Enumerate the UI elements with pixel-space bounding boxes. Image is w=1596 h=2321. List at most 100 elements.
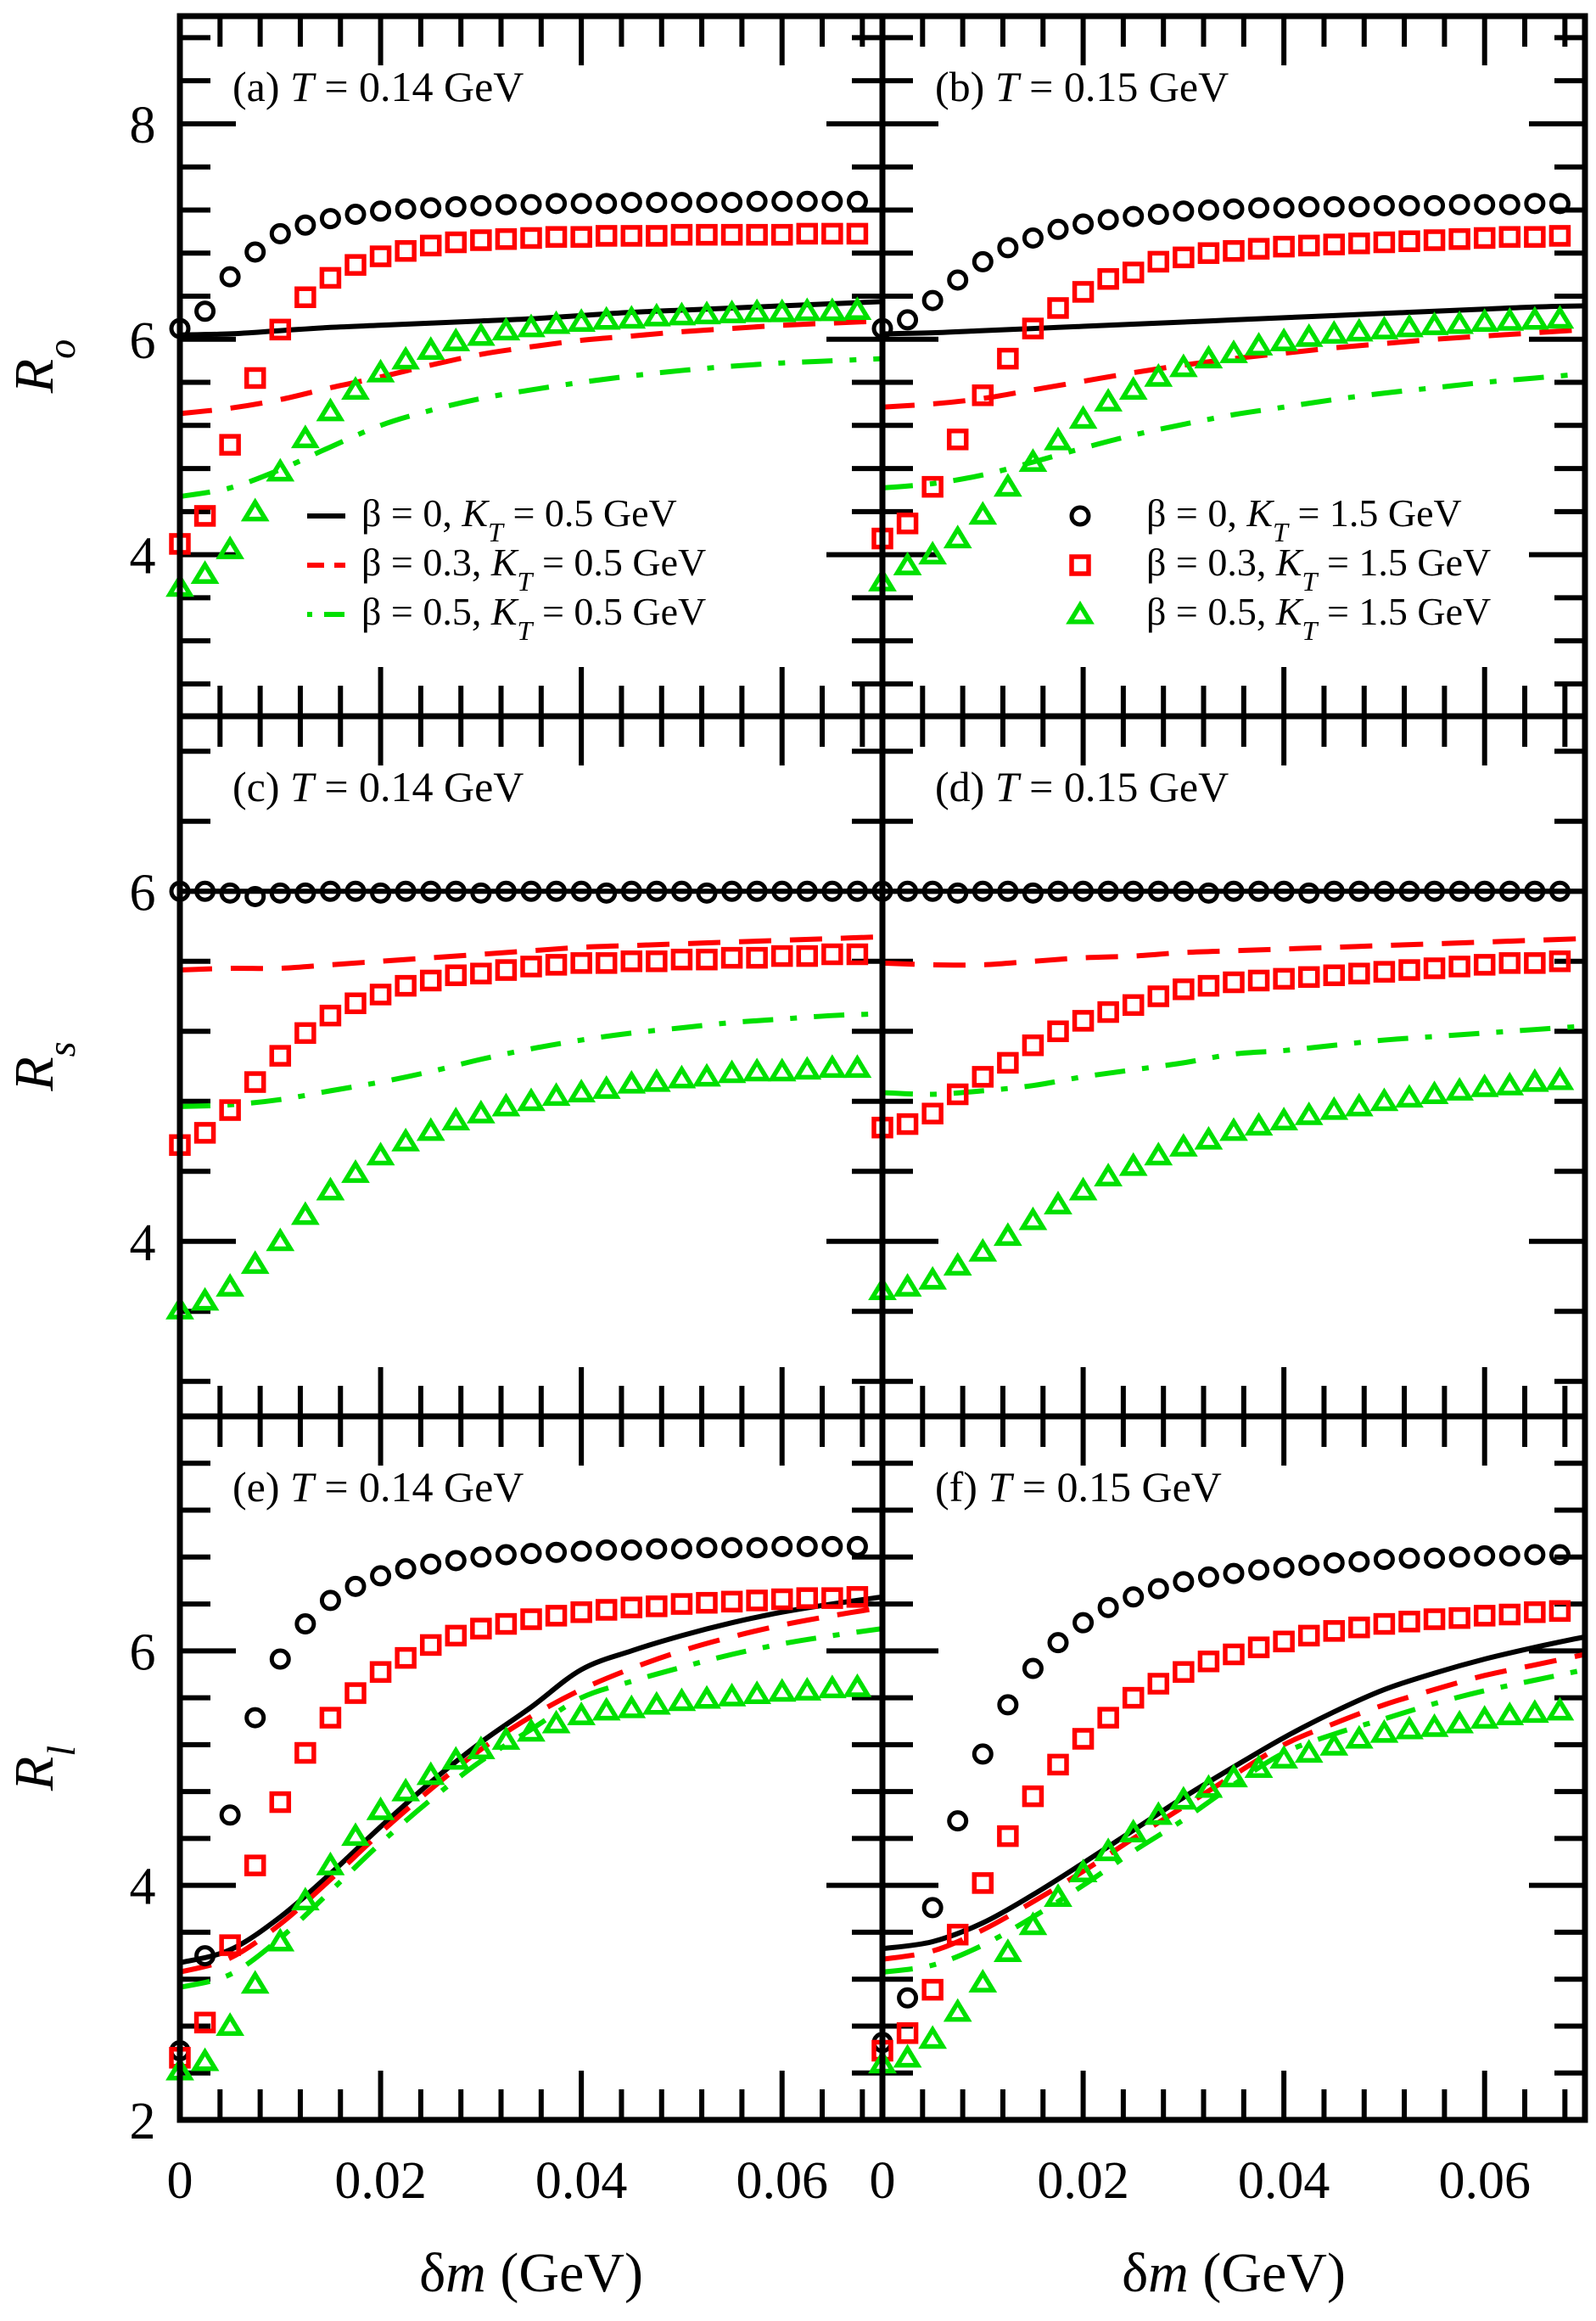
marker-triangle: [1018, 448, 1048, 473]
marker-triangle: [1344, 317, 1374, 342]
marker-circle: [796, 1535, 818, 1557]
marker-circle: [370, 882, 392, 904]
marker-triangle: [943, 524, 972, 549]
marker-circle: [1197, 882, 1219, 904]
marker-circle: [1173, 1571, 1195, 1593]
markers: [868, 880, 1575, 1301]
marker-circle: [1448, 193, 1470, 216]
marker-square: [997, 1825, 1019, 1847]
marker-triangle: [667, 1687, 697, 1712]
marker-triangle: [1094, 388, 1123, 412]
marker-triangle: [1118, 1819, 1148, 1843]
marker-square: [1022, 317, 1044, 339]
marker-triangle: [717, 1059, 747, 1084]
marker-circle: [1398, 880, 1420, 902]
marker-square: [646, 950, 668, 973]
marker-square: [846, 1586, 869, 1608]
marker-triangle: [1395, 1715, 1424, 1740]
marker-triangle: [591, 1696, 621, 1721]
marker-triangle: [1319, 1731, 1349, 1756]
marker-circle: [370, 200, 392, 222]
marker-square: [520, 227, 542, 249]
marker-circle: [269, 222, 291, 244]
marker-triangle: [1470, 1705, 1499, 1730]
marker-circle: [1424, 194, 1446, 216]
marker-square: [269, 1791, 292, 1814]
marker-circle: [1548, 1544, 1571, 1566]
marker-triangle: [1420, 311, 1449, 335]
marker-triangle: [1044, 426, 1072, 451]
marker-triangle: [742, 1057, 772, 1082]
marker-triangle: [617, 305, 647, 329]
marker-square: [646, 1595, 668, 1617]
marker-square: [545, 954, 568, 976]
marker-circle: [319, 1589, 341, 1612]
panel-a: (a) T = 0.14 GeV 4 6 8 Ro: [3, 13, 886, 720]
marker-triangle: [1068, 1176, 1098, 1201]
marker-circle: [972, 250, 994, 272]
marker-square: [1147, 985, 1170, 1007]
marker-circle: [546, 193, 568, 215]
marker-triangle: [918, 1265, 948, 1290]
marker-square: [244, 1071, 266, 1093]
marker-circle: [1474, 1545, 1496, 1567]
curve-beta03: [882, 327, 1585, 410]
marker-triangle: [1395, 313, 1424, 338]
marker-triangle: [541, 1709, 571, 1734]
marker-triangle: [1244, 332, 1274, 356]
curve-beta05: [882, 1023, 1585, 1097]
marker-triangle: [1244, 1754, 1274, 1779]
marker-triangle: [341, 1159, 370, 1183]
marker-square: [770, 1588, 793, 1611]
marker-circle: [1197, 1566, 1219, 1588]
marker-circle: [1323, 1552, 1345, 1574]
marker-triangle: [1445, 1709, 1475, 1734]
marker-triangle: [1194, 1774, 1224, 1798]
marker-triangle: [290, 424, 320, 449]
panel-label: (d) T = 0.15 GeV: [935, 763, 1229, 810]
y-axis-title: Ro: [3, 339, 83, 394]
marker-square: [495, 959, 518, 981]
panel-frame: [176, 13, 886, 720]
marker-square: [796, 222, 819, 245]
marker-circle: [1498, 1545, 1520, 1567]
marker-square: [972, 384, 994, 406]
marker-square: [495, 227, 518, 250]
marker-circle: [1373, 1549, 1395, 1571]
panel-frame: [176, 1413, 886, 2123]
marker-triangle: [1470, 308, 1499, 333]
marker-triangle: [1344, 1092, 1374, 1117]
panel-c: (c) T = 0.14 GeV 4 6 Rs: [3, 713, 886, 1420]
marker-triangle: [567, 1702, 596, 1725]
marker-triangle: [541, 1082, 571, 1107]
marker-circle: [1248, 880, 1270, 902]
marker-circle: [1498, 880, 1520, 902]
marker-circle: [972, 1743, 994, 1765]
marker-square: [1297, 966, 1320, 989]
marker-triangle: [1219, 1763, 1248, 1788]
marker-square: [570, 1601, 592, 1623]
marker-square: [545, 226, 568, 248]
marker-circle: [1123, 880, 1145, 902]
marker-triangle: [517, 1087, 546, 1112]
marker-triangle: [541, 310, 571, 334]
marker-square: [620, 225, 643, 247]
marker-triangle: [1395, 1084, 1424, 1108]
marker-circle: [696, 192, 718, 214]
marker-square: [1423, 229, 1446, 251]
marker-triangle: [391, 345, 421, 370]
marker-square: [395, 239, 417, 262]
marker-square: [419, 969, 442, 992]
marker-square: [445, 231, 468, 254]
marker-triangle: [692, 300, 721, 325]
marker-square: [896, 2022, 919, 2044]
marker-square: [796, 945, 819, 967]
marker-triangle: [1344, 1724, 1374, 1749]
marker-square: [997, 1051, 1019, 1074]
marker-circle: [1097, 209, 1119, 231]
marker-circle: [1072, 880, 1095, 902]
marker-square: [1548, 950, 1571, 973]
marker-circle: [194, 1945, 216, 1967]
marker-triangle: [717, 300, 747, 323]
marker-circle: [1348, 196, 1370, 218]
